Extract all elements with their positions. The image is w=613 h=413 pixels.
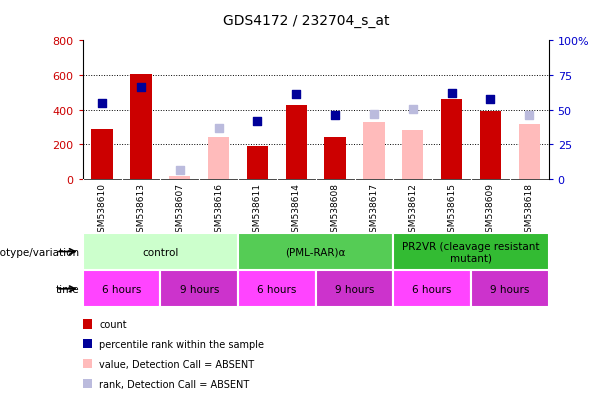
Text: value, Detection Call = ABSENT: value, Detection Call = ABSENT [99,359,254,369]
Text: (PML-RAR)α: (PML-RAR)α [286,247,346,257]
Bar [169,177,191,180]
Point [447,91,457,97]
Text: percentile rank within the sample: percentile rank within the sample [99,339,264,349]
Bar [83,271,161,308]
Point [97,100,107,107]
Text: GSM538607: GSM538607 [175,183,185,237]
Bar [131,75,151,180]
Text: 9 hours: 9 hours [180,284,219,294]
Point [485,97,495,103]
Text: GSM538617: GSM538617 [370,183,378,237]
Text: GSM538609: GSM538609 [486,183,495,237]
Point [330,112,340,119]
Point [175,168,185,174]
Point [369,112,379,118]
Text: GSM538616: GSM538616 [214,183,223,237]
Text: 6 hours: 6 hours [257,284,297,294]
Text: GSM538618: GSM538618 [525,183,534,237]
Bar [161,271,238,308]
Bar [402,131,424,180]
Bar [208,137,229,180]
Bar [441,100,462,180]
Text: GSM538613: GSM538613 [137,183,145,237]
Bar [91,130,113,180]
Bar [247,147,268,180]
Point [524,112,534,119]
Bar [471,271,549,308]
Text: PR2VR (cleavage resistant
mutant): PR2VR (cleavage resistant mutant) [402,241,539,263]
Text: GSM538608: GSM538608 [330,183,340,237]
Text: GDS4172 / 232704_s_at: GDS4172 / 232704_s_at [223,14,390,28]
Bar [394,271,471,308]
Text: time: time [56,284,80,294]
Point [136,85,146,91]
Bar [316,271,394,308]
Text: genotype/variation: genotype/variation [0,247,80,257]
Text: GSM538610: GSM538610 [97,183,107,237]
Text: control: control [142,247,178,257]
Point [291,92,301,98]
Text: GSM538611: GSM538611 [253,183,262,237]
Text: GSM538615: GSM538615 [447,183,456,237]
Bar [238,233,394,271]
Bar [324,137,346,180]
Text: GSM538612: GSM538612 [408,183,417,237]
Point [253,119,262,125]
Bar [286,105,307,180]
Bar [238,271,316,308]
Bar [480,112,501,180]
Point [408,106,417,113]
Bar [83,233,238,271]
Bar [394,233,549,271]
Bar [519,125,540,180]
Text: count: count [99,319,127,329]
Text: 9 hours: 9 hours [335,284,374,294]
Text: 6 hours: 6 hours [413,284,452,294]
Text: rank, Detection Call = ABSENT: rank, Detection Call = ABSENT [99,379,249,389]
Text: GSM538614: GSM538614 [292,183,301,237]
Text: 9 hours: 9 hours [490,284,530,294]
Bar [364,123,384,180]
Point [214,125,224,132]
Text: 6 hours: 6 hours [102,284,141,294]
